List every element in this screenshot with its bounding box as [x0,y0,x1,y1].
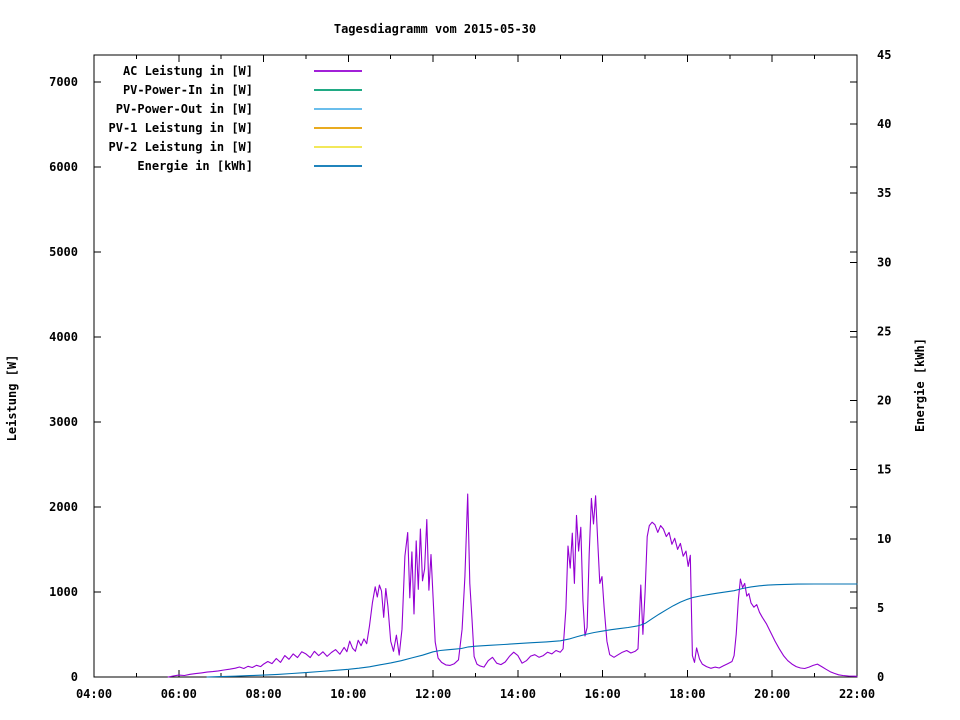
y-right-tick-label: 35 [877,186,891,200]
y-right-tick-label: 45 [877,48,891,62]
chart-title: Tagesdiagramm vom 2015-05-30 [334,22,536,36]
y-right-tick-label: 40 [877,117,891,131]
legend-label-pv-power-in: PV-Power-In in [W] [123,83,253,97]
y-right-tick-label: 15 [877,463,891,477]
legend-label-ac-leistung: AC Leistung in [W] [123,64,253,78]
x-tick-label: 22:00 [839,687,875,701]
y-axis-label-left: Leistung [W] [5,355,19,442]
y-left-tick-label: 6000 [49,160,78,174]
x-tick-label: 20:00 [754,687,790,701]
series-lines [167,493,858,678]
y-axis-label-right: Energie [kWh] [913,338,927,432]
y-left-tick-label: 4000 [49,330,78,344]
legend-label-pv2-leistung: PV-2 Leistung in [W] [109,140,254,154]
series-line-energie-in-kwh [206,583,858,678]
axis-ticks [93,54,858,678]
legend-label-pv-power-out: PV-Power-Out in [W] [116,102,253,116]
x-tick-label: 04:00 [76,687,112,701]
x-tick-label: 14:00 [500,687,536,701]
y-right-tick-label: 25 [877,324,891,338]
y-right-tick-label: 0 [877,670,884,684]
y-right-tick-label: 5 [877,601,884,615]
y-right-tick-label: 10 [877,532,891,546]
x-tick-label: 10:00 [330,687,366,701]
y-left-tick-label: 3000 [49,415,78,429]
x-tick-label: 06:00 [161,687,197,701]
legend: AC Leistung in [W] PV-Power-In in [W] PV… [109,64,362,173]
legend-label-energie: Energie in [kWh] [137,159,253,173]
y-right-tick-label: 30 [877,255,891,269]
series-line-ac-leistung-in-w [167,493,858,678]
legend-label-pv1-leistung: PV-1 Leistung in [W] [109,121,254,135]
x-tick-label: 18:00 [669,687,705,701]
x-tick-label: 12:00 [415,687,451,701]
y-left-tick-label: 5000 [49,245,78,259]
y-left-tick-label: 2000 [49,500,78,514]
axis-tick-labels: 04:00 06:00 08:00 10:00 12:00 14:00 16:00 18:00… [49,48,891,701]
y-left-tick-label: 7000 [49,75,78,89]
x-tick-label: 16:00 [585,687,621,701]
y-left-tick-label: 0 [71,670,78,684]
y-left-tick-label: 1000 [49,585,78,599]
x-tick-label: 08:00 [245,687,281,701]
y-right-tick-label: 20 [877,394,891,408]
